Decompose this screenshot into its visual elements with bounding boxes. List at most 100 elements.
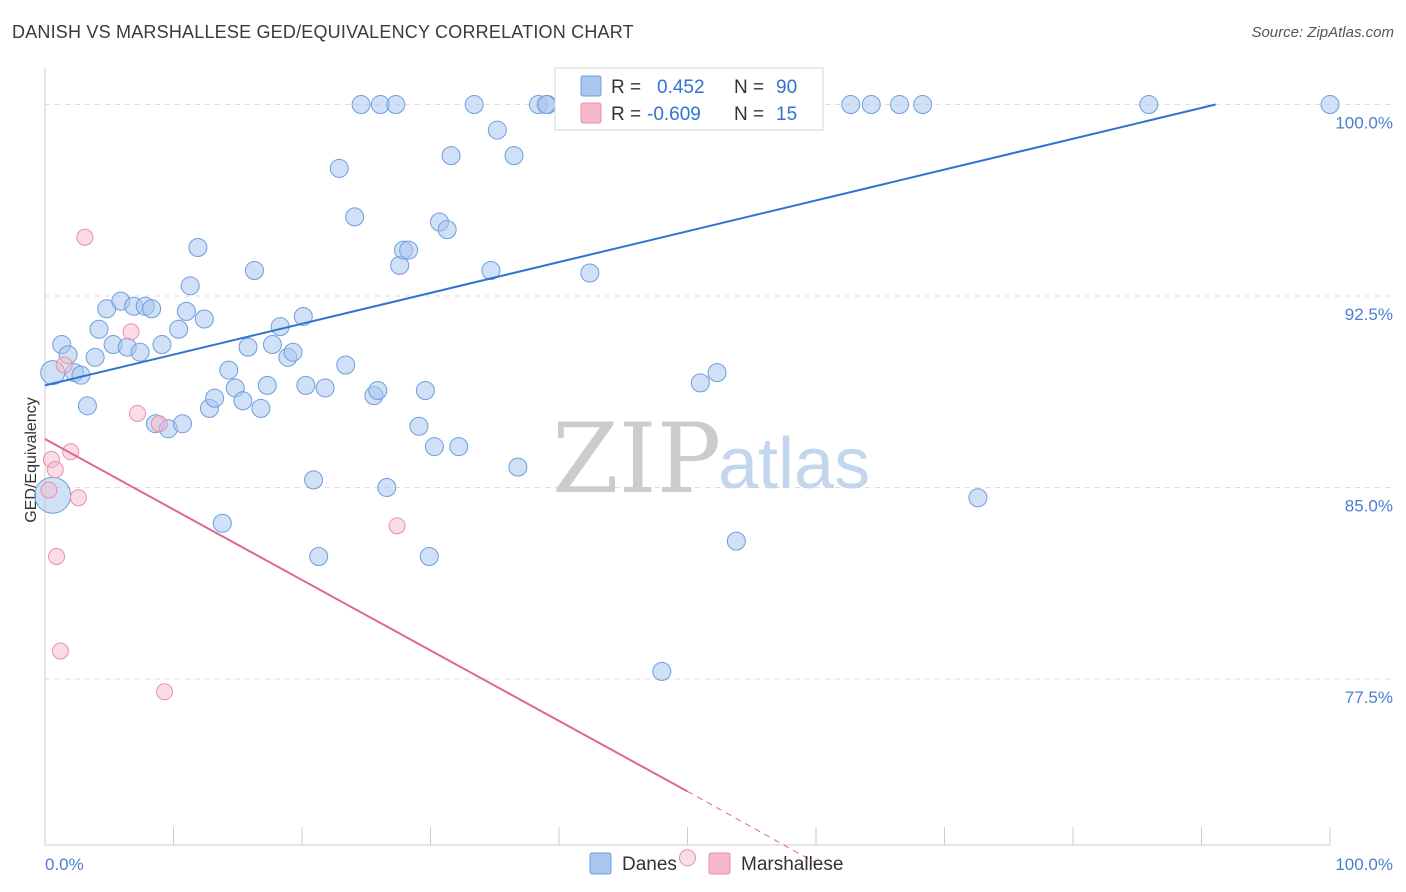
marshallese-point [55,356,73,374]
danes-point [304,470,324,490]
danes-point [77,396,97,416]
legend-danes-n-label: N = [734,77,764,98]
danes-point [169,319,189,339]
danes-point [464,95,484,115]
marshallese-point [69,489,87,507]
danes-point [251,398,271,418]
danes-point [130,342,150,362]
trend-lines [44,103,1216,864]
marshallese-trend-line [44,438,688,793]
marshallese-point [46,461,64,479]
legend-marshallese-r-label: R = [611,104,641,125]
danes-point [690,373,710,393]
marshallese-point [129,404,147,422]
danes-point [913,95,933,115]
legend-marshallese-n-value: 15 [776,104,797,125]
danes-point [968,488,988,508]
danes-point [212,513,232,533]
danes-point [890,95,910,115]
grid [45,104,1395,680]
watermark-atlas: atlas [718,424,870,504]
danes-trend-line [44,103,1216,387]
marshallese-point [76,228,94,246]
marshallese-point [62,443,80,461]
danes-point [536,95,556,115]
legend-marshallese-r-value: -0.609 [647,104,701,125]
danes-point [861,95,881,115]
marshallese-point [388,517,406,535]
legend-danes-r-value: 0.452 [657,77,705,98]
marshallese-points [40,228,696,867]
danes-point [293,306,313,326]
bottom-legend-danes-swatch [589,852,612,875]
danes-point [415,381,435,401]
y-tick-labels: 77.5% 85.0% 92.5% 100.0% [1335,114,1393,707]
x-tick-label: 0.0% [45,855,84,874]
bottom-legend-marshallese-swatch [708,852,731,875]
danes-point [449,437,469,457]
danes-point [89,319,109,339]
danes-point [437,220,457,240]
marshallese-point [156,683,174,701]
danes-point [142,299,162,319]
danes-point [85,347,105,367]
danes-point [1139,95,1159,115]
legend-danes-r-label: R = [611,77,641,98]
danes-point [257,375,277,395]
danes-point [152,335,172,355]
legend-danes-swatch [580,75,602,97]
marshallese-point [679,849,696,867]
danes-point [1320,95,1340,115]
correlation-legend: R = 0.452 N = 90 R = -0.609 N = 15 [554,67,824,131]
danes-point [487,120,507,140]
y-tick-label: 85.0% [1345,497,1393,516]
chart-title: DANISH VS MARSHALLESE GED/EQUIVALENCY CO… [12,22,634,42]
danes-point [841,95,861,115]
source-label: Source: ZipAtlas.com [1251,24,1394,41]
marshallese-point [51,642,69,660]
danes-point [504,146,524,166]
danes-point [188,238,208,258]
y-tick-label: 92.5% [1345,305,1393,324]
danes-point [219,360,239,380]
watermark-zip: ZIP [552,403,721,515]
danes-point [296,375,316,395]
danes-point [233,391,253,411]
danes-point [399,240,419,260]
danes-point [351,95,371,115]
danes-point [205,388,225,408]
danes-points [34,95,1340,681]
danes-point [176,301,196,321]
danes-point [368,381,388,401]
marshallese-point [48,547,66,565]
danes-point [194,309,214,329]
danes-point [283,342,303,362]
danes-point [419,546,439,566]
danes-point [262,335,282,355]
danes-point [180,276,200,296]
legend-danes-n-value: 90 [776,77,797,98]
danes-point [481,261,501,280]
danes-point [309,546,329,566]
danes-point [244,261,264,280]
marshallese-trend-extension [687,790,817,864]
x-tick-label: 100.0% [1335,855,1393,874]
danes-point [424,437,444,457]
series-legend: Danes Marshallese [589,852,843,875]
danes-point [580,263,600,283]
danes-point [386,95,406,115]
danes-point [315,378,335,398]
danes-point [441,146,461,166]
danes-point [336,355,356,375]
marshallese-point [122,323,140,341]
danes-point [652,661,672,681]
danes-point [726,531,746,551]
legend-marshallese-n-label: N = [734,104,764,125]
danes-point [329,158,349,178]
danes-point [172,414,192,434]
danes-point [345,207,365,227]
x-tick-labels: 0.0% 100.0% [45,855,1393,874]
marshallese-point [150,415,168,433]
legend-marshallese-swatch [580,102,602,124]
